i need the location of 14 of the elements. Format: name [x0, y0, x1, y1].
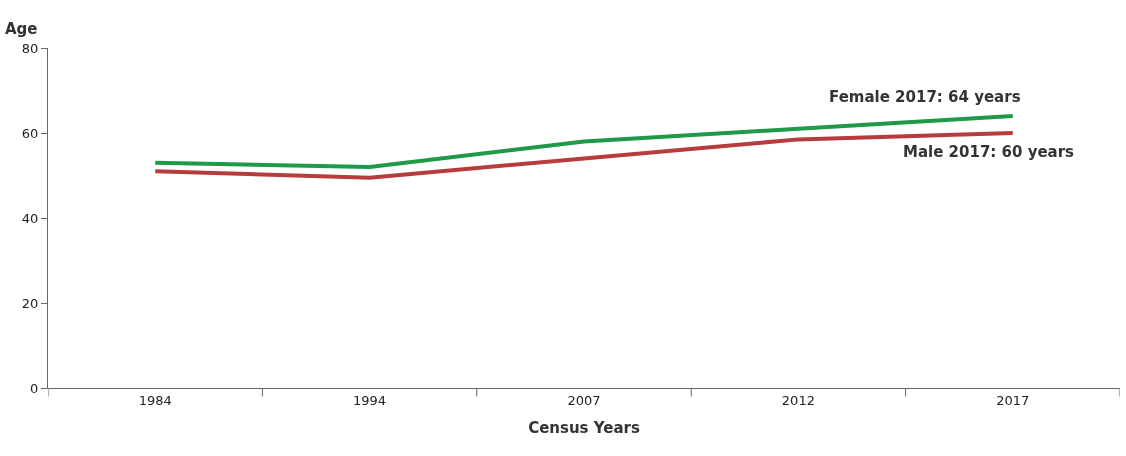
y-axis-title: Age — [5, 20, 38, 38]
x-tick-label: 1984 — [138, 392, 172, 408]
x-tick-label: 2012 — [781, 392, 815, 408]
y-tick-label: 20 — [21, 295, 39, 311]
x-tick-label: 1994 — [353, 392, 387, 408]
y-tick-label: 0 — [30, 380, 39, 396]
x-tick-label: 2017 — [996, 392, 1030, 408]
annotation: Female 2017: 64 years — [829, 88, 1021, 106]
y-tick-label: 40 — [21, 210, 39, 226]
annotation: Male 2017: 60 years — [903, 143, 1075, 161]
x-axis-title: Census Years — [528, 418, 640, 437]
y-tick-label: 60 — [21, 125, 39, 141]
x-tick-label: 2007 — [567, 392, 601, 408]
y-tick-label: 80 — [21, 40, 39, 56]
